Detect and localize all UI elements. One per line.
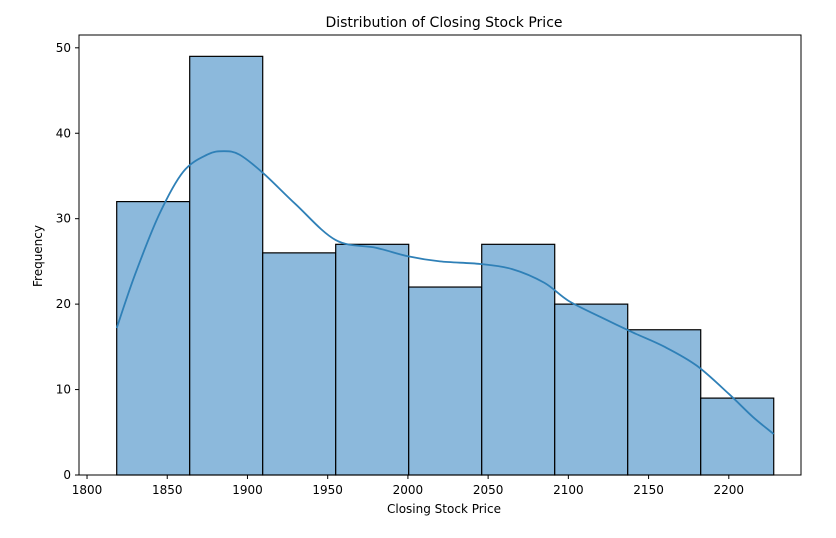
x-tick-label: 1800	[72, 483, 103, 497]
x-axis-label: Closing Stock Price	[387, 502, 501, 516]
x-tick-label: 2200	[714, 483, 745, 497]
y-axis-label: Frequency	[31, 225, 45, 287]
histogram-bar	[408, 286, 483, 476]
y-tick-label: 20	[56, 297, 71, 311]
histogram-bar	[189, 55, 264, 476]
x-tick-label: 2150	[633, 483, 664, 497]
kde-line	[115, 150, 775, 435]
y-tick-label: 10	[56, 383, 71, 397]
histogram-bar	[554, 303, 629, 476]
y-tick-label: 40	[56, 126, 71, 140]
x-tick-label: 2100	[553, 483, 584, 497]
histogram-bar	[335, 243, 410, 476]
x-tick-label: 2050	[473, 483, 504, 497]
y-tick-label: 50	[56, 41, 71, 55]
x-tick-label: 2000	[393, 483, 424, 497]
plot-frame	[78, 34, 802, 476]
x-tick-label: 1950	[312, 483, 343, 497]
chart-title: Distribution of Closing Stock Price	[325, 15, 562, 31]
histogram-bar	[116, 201, 191, 476]
histogram-bar	[627, 329, 702, 476]
histogram-bar	[481, 243, 556, 476]
histogram-bar	[700, 397, 775, 476]
y-tick-label: 0	[63, 468, 71, 482]
x-axis-ticks: 1800 1850 1900 1950 2000 2050 2100 2150 2200	[72, 475, 744, 497]
bars-group	[116, 55, 775, 476]
histogram-bar	[262, 252, 337, 476]
x-tick-label: 1900	[232, 483, 263, 497]
x-tick-label: 1850	[152, 483, 183, 497]
y-axis-ticks: 0 10 20 30 40 50	[56, 41, 79, 482]
y-tick-label: 30	[56, 212, 71, 226]
